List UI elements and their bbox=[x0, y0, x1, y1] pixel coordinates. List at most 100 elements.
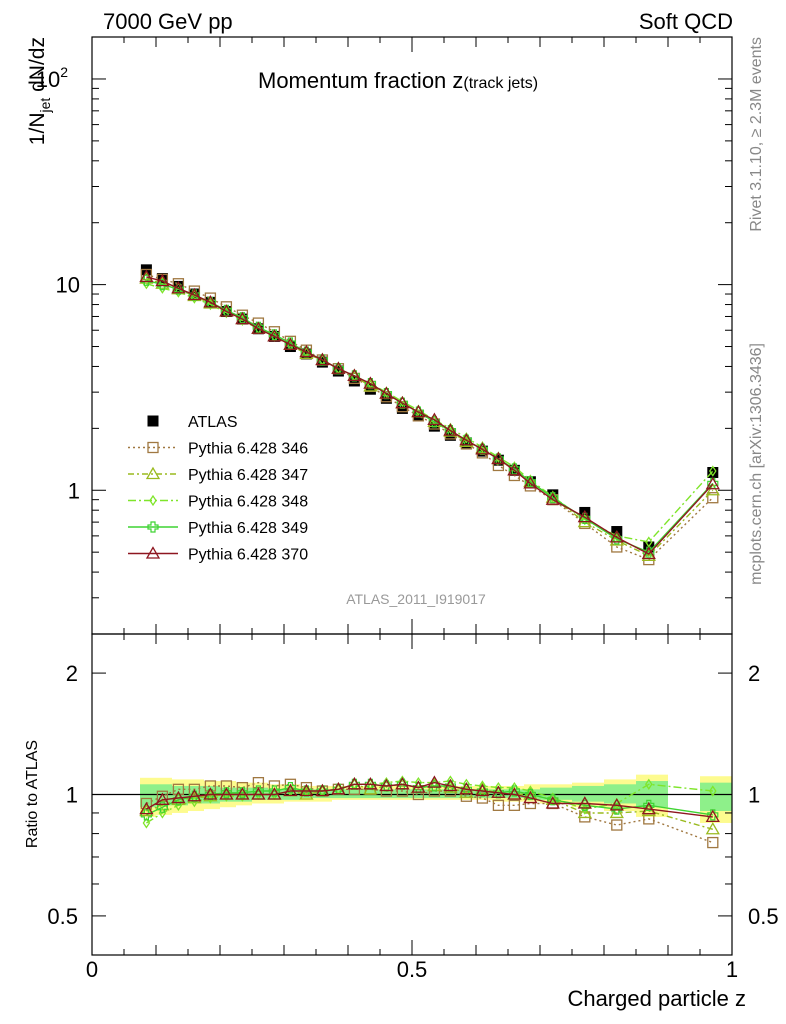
main-point bbox=[155, 273, 170, 287]
analysis-id-label: ATLAS_2011_I919017 bbox=[346, 591, 486, 607]
main-point bbox=[172, 283, 184, 295]
main-point bbox=[315, 352, 330, 366]
legend-label: Pythia 6.428 346 bbox=[188, 441, 308, 458]
legend-label: Pythia 6.428 348 bbox=[188, 494, 308, 511]
main-point bbox=[411, 404, 426, 418]
ratio-point bbox=[443, 778, 458, 792]
main-y-tick-label: 1 bbox=[68, 478, 80, 503]
legend-marker bbox=[147, 441, 159, 454]
ratio-point bbox=[171, 790, 186, 804]
rivet-info-label: Rivet 3.1.10, ≥ 2.3M events bbox=[748, 37, 765, 232]
main-point bbox=[645, 536, 653, 548]
ratio-point bbox=[523, 790, 538, 804]
main-point bbox=[609, 530, 624, 543]
main-y-axis-label: 1/Njet dN/dz bbox=[26, 37, 53, 145]
ratio-point bbox=[156, 790, 169, 802]
main-point bbox=[187, 287, 202, 301]
main-point bbox=[427, 412, 442, 425]
ratio-ticks bbox=[91, 634, 733, 955]
legend-marker bbox=[145, 466, 161, 480]
ratio-point bbox=[284, 782, 296, 794]
main-point bbox=[379, 386, 394, 399]
ratio-point bbox=[299, 787, 314, 800]
ratio-point bbox=[645, 778, 653, 790]
ratio-point bbox=[363, 776, 378, 790]
ratio-band-green bbox=[444, 789, 460, 799]
main-point bbox=[219, 304, 234, 317]
main-y-tick-exponent: 2 bbox=[60, 64, 68, 80]
ratio-band-green bbox=[540, 787, 572, 800]
ratio-point bbox=[331, 782, 346, 795]
ratio-point bbox=[251, 787, 266, 800]
ratio-point bbox=[411, 780, 426, 793]
ratio-point bbox=[412, 788, 425, 801]
ratio-ytick-labels: 0.5 0.5 1 1 2 2 bbox=[47, 661, 778, 929]
ratio-panel: 0.5 0.51 12 2 0 0.5 1 Ratio to ATLAS Charged … bbox=[24, 633, 779, 1011]
main-point bbox=[545, 492, 560, 505]
main-point bbox=[443, 423, 458, 436]
ratio-point bbox=[609, 798, 624, 811]
legend-label: Pythia 6.428 370 bbox=[188, 547, 308, 564]
main-point bbox=[611, 533, 623, 545]
ratio-point bbox=[299, 783, 314, 797]
ratio-point bbox=[707, 836, 719, 849]
ratio-band-green bbox=[604, 784, 636, 804]
ratio-band-green bbox=[396, 789, 412, 799]
ratio-series-4 bbox=[139, 775, 720, 823]
ratio-point bbox=[188, 783, 201, 795]
collision-label: 7000 GeV pp bbox=[103, 9, 233, 34]
main-series-5 bbox=[139, 269, 720, 560]
main-point bbox=[363, 376, 378, 389]
ratio-point bbox=[139, 801, 154, 815]
legend-marker bbox=[145, 546, 161, 559]
ratio-point bbox=[235, 787, 250, 800]
main-series-line bbox=[146, 273, 714, 561]
ratio-point bbox=[187, 788, 202, 802]
ratio-y-tick-label-right: 2 bbox=[748, 661, 760, 686]
main-y-tick-label: 10 bbox=[56, 273, 80, 298]
legend-marker bbox=[147, 521, 159, 533]
main-point bbox=[331, 361, 346, 374]
main-point bbox=[507, 463, 522, 476]
ratio-point bbox=[252, 785, 264, 797]
main-point bbox=[235, 311, 250, 325]
ratio-point bbox=[476, 792, 489, 804]
ratio-point bbox=[203, 787, 218, 800]
ratio-marks bbox=[139, 775, 720, 849]
ratio-point bbox=[395, 776, 410, 790]
main-point bbox=[705, 476, 720, 490]
ratio-y-tick-label-right: 1 bbox=[748, 783, 760, 808]
ratio-point bbox=[507, 787, 522, 800]
ratio-band-green bbox=[572, 785, 604, 802]
x-tick-label: 0 bbox=[86, 957, 98, 982]
main-point bbox=[641, 546, 656, 560]
ratio-point bbox=[475, 783, 490, 797]
main-frame bbox=[91, 36, 733, 635]
main-point bbox=[395, 395, 410, 409]
mcplots-label: mcplots.cern.ch [arXiv:1306.3436] bbox=[748, 343, 765, 585]
main-point bbox=[577, 509, 592, 523]
ratio-point bbox=[347, 776, 362, 790]
ratio-point bbox=[267, 787, 282, 800]
main-point bbox=[267, 329, 282, 342]
main-point bbox=[491, 451, 506, 465]
x-tick-label: 0.5 bbox=[397, 957, 428, 982]
ratio-band-green bbox=[700, 782, 732, 812]
legend-entry: Pythia 6.428 347 bbox=[128, 466, 308, 484]
main-ticks bbox=[91, 37, 733, 635]
main-point bbox=[459, 432, 474, 446]
ratio-point bbox=[547, 794, 559, 806]
legend-label: Pythia 6.428 347 bbox=[188, 467, 308, 484]
main-point bbox=[705, 482, 720, 496]
main-point bbox=[707, 467, 719, 479]
legend-label: Pythia 6.428 349 bbox=[188, 520, 308, 537]
ratio-point bbox=[155, 792, 170, 805]
ratio-point bbox=[709, 785, 717, 797]
main-point bbox=[459, 434, 474, 447]
main-point bbox=[347, 368, 362, 382]
ratio-y-axis-label: Ratio to ATLAS bbox=[24, 740, 41, 848]
main-point bbox=[707, 492, 719, 504]
main-point bbox=[428, 416, 440, 428]
main-point bbox=[641, 548, 656, 561]
